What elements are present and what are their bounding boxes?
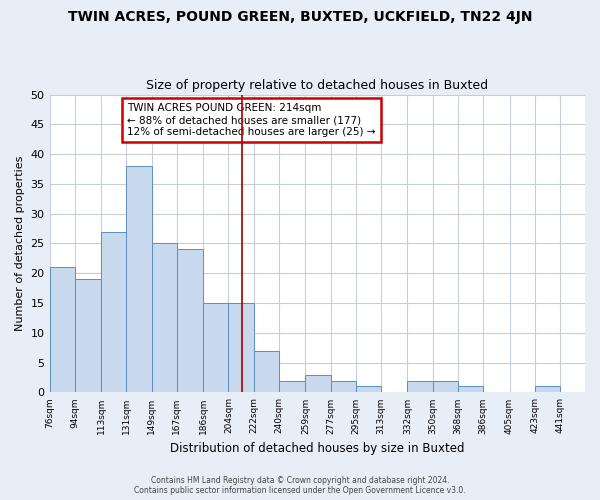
Bar — [50, 268, 75, 392]
Bar — [535, 386, 560, 392]
Bar — [75, 279, 101, 392]
Text: TWIN ACRES POUND GREEN: 214sqm
← 88% of detached houses are smaller (177)
12% of: TWIN ACRES POUND GREEN: 214sqm ← 88% of … — [127, 104, 376, 136]
Bar — [254, 350, 279, 393]
Title: Size of property relative to detached houses in Buxted: Size of property relative to detached ho… — [146, 79, 488, 92]
X-axis label: Distribution of detached houses by size in Buxted: Distribution of detached houses by size … — [170, 442, 464, 455]
Bar — [101, 232, 127, 392]
Bar — [407, 380, 433, 392]
Bar — [152, 244, 177, 392]
Bar — [229, 303, 254, 392]
Bar — [331, 380, 356, 392]
Bar — [458, 386, 483, 392]
Bar — [203, 303, 229, 392]
Bar — [127, 166, 152, 392]
Bar — [356, 386, 381, 392]
Bar — [279, 380, 305, 392]
Bar — [433, 380, 458, 392]
Text: TWIN ACRES, POUND GREEN, BUXTED, UCKFIELD, TN22 4JN: TWIN ACRES, POUND GREEN, BUXTED, UCKFIEL… — [68, 10, 532, 24]
Y-axis label: Number of detached properties: Number of detached properties — [15, 156, 25, 331]
Bar — [305, 374, 331, 392]
Text: Contains HM Land Registry data © Crown copyright and database right 2024.
Contai: Contains HM Land Registry data © Crown c… — [134, 476, 466, 495]
Bar — [177, 250, 203, 392]
